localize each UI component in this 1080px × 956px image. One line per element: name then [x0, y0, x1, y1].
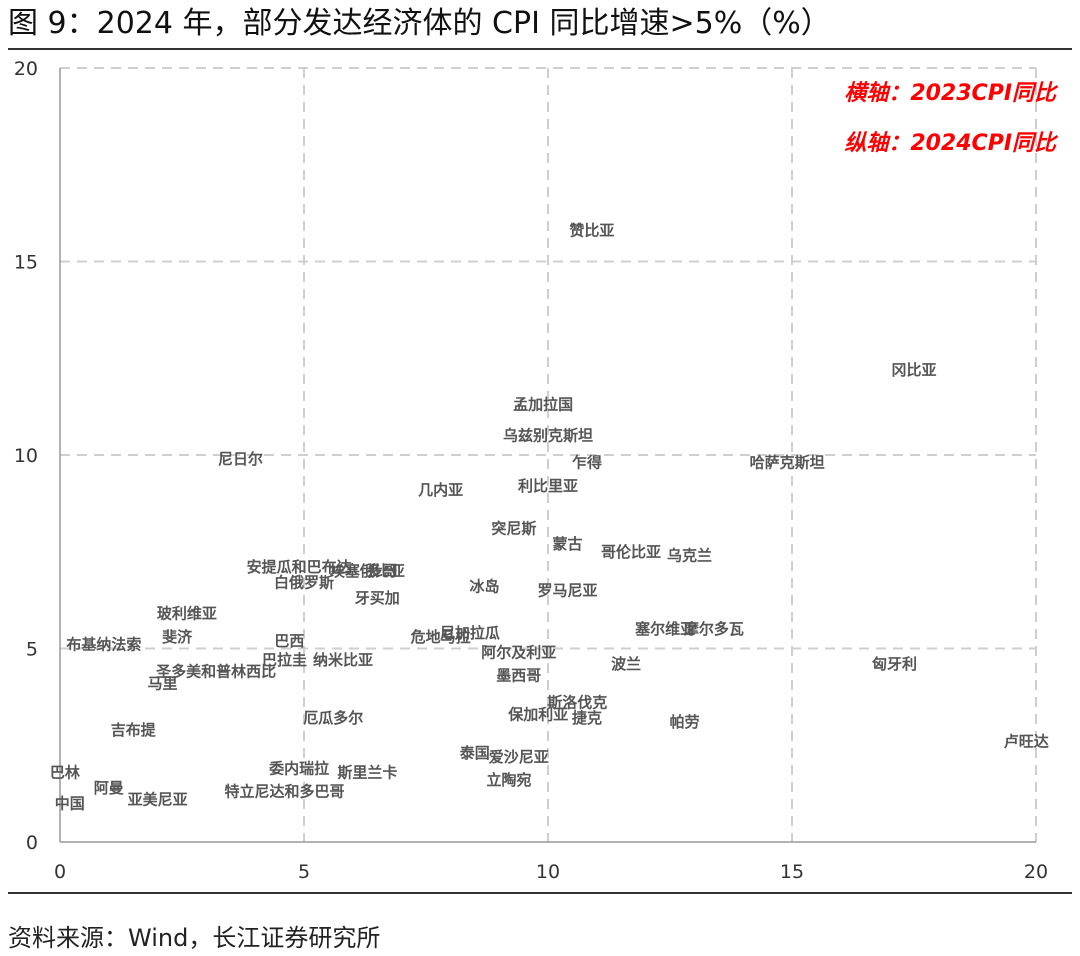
point-label: 尼日尔: [218, 450, 263, 468]
point-label: 阿曼: [94, 779, 124, 797]
point-label: 泰国: [459, 744, 490, 762]
point-label: 委内瑞拉: [269, 759, 329, 777]
point-label: 罗马尼亚: [538, 581, 598, 599]
point-label: 冰岛: [470, 578, 500, 596]
point-label: 巴西: [274, 632, 304, 650]
point-label: 斯洛伐克: [547, 694, 607, 712]
y-tick-label: 15: [14, 252, 38, 274]
figure-source: 资料来源：Wind，长江证券研究所: [8, 924, 381, 952]
point-label: 哥伦比亚: [601, 543, 661, 561]
point-label: 尼加拉瓜: [440, 624, 500, 642]
point-label: 墨西哥: [496, 667, 541, 685]
point-label: 突尼斯: [491, 520, 536, 538]
point-label: 巴拉圭: [262, 651, 307, 669]
point-label: 匈牙利: [872, 655, 917, 673]
point-label: 危地马拉: [411, 628, 471, 646]
point-label: 巴林: [50, 763, 81, 781]
point-label: 冈比亚: [891, 361, 936, 379]
point-label: 阿尔及利亚: [481, 643, 556, 661]
point-label: 保加利亚: [507, 705, 568, 723]
point-label: 利比里亚: [518, 477, 578, 495]
point-label: 卢旺达: [1004, 732, 1049, 750]
point-label: 赞比亚: [568, 222, 614, 240]
point-label: 埃塞俄比亚: [330, 562, 405, 580]
figure-title: 图 9：2024 年，部分发达经济体的 CPI 同比增速>5%（%）: [8, 6, 831, 41]
point-label: 蒙古: [553, 535, 583, 553]
point-label: 布基纳法索: [66, 636, 141, 654]
tick-labels: 0 5 10 15 20 0 5 10 15 20: [14, 58, 1048, 883]
x-tick-label: 0: [54, 861, 66, 883]
point-label: 乌克兰: [667, 547, 712, 565]
point-label: 圣多美和普林西比: [155, 663, 276, 681]
axes: [59, 68, 1036, 843]
point-label: 斯里兰卡: [337, 763, 397, 781]
point-label: 安提瓜和巴布达: [247, 558, 352, 576]
point-label: 纳米比亚: [313, 651, 373, 669]
point-label: 中国: [55, 794, 85, 812]
point-label: 多哥: [367, 562, 397, 580]
point-label: 特立尼达和多巴哥: [224, 783, 344, 801]
point-label: 乌兹别克斯坦: [503, 427, 593, 445]
point-label: 爱沙尼亚: [489, 748, 549, 766]
point-label: 斐济: [162, 628, 193, 646]
point-label: 波兰: [611, 655, 641, 673]
point-label: 几内亚: [418, 481, 463, 499]
y-tick-label: 20: [14, 58, 38, 80]
point-label: 马里: [147, 674, 177, 692]
axis-annotation: 横轴：2023CPI同比: [844, 81, 1059, 106]
point-label: 捷克: [572, 709, 602, 727]
point-label: 吉布提: [111, 721, 157, 739]
point-label: 白俄罗斯: [274, 574, 334, 592]
grid-lines: [60, 67, 1037, 842]
point-label: 立陶宛: [486, 771, 531, 789]
point-label: 孟加拉国: [513, 396, 573, 414]
y-tick-label: 10: [14, 445, 38, 467]
point-label: 牙买加: [355, 589, 400, 607]
x-tick-label: 5: [298, 861, 310, 883]
y-tick-label: 5: [26, 639, 38, 661]
point-label: 摩尔多瓦: [684, 620, 744, 638]
x-tick-label: 10: [536, 861, 560, 883]
point-label: 厄瓜多尔: [303, 709, 363, 727]
point-label: 玻利维亚: [157, 605, 217, 623]
point-label: 亚美尼亚: [128, 790, 188, 808]
title-rule: [8, 48, 1072, 50]
point-label: 帕劳: [670, 713, 700, 731]
point-label: 哈萨克斯坦: [750, 454, 825, 472]
axis-annotation: 纵轴：2024CPI同比: [844, 131, 1059, 156]
x-tick-label: 20: [1024, 861, 1048, 883]
point-label: 塞尔维亚: [635, 620, 695, 638]
source-rule: [8, 892, 1072, 894]
point-label: 乍得: [572, 454, 602, 472]
x-tick-label: 15: [780, 861, 804, 883]
y-tick-label: 0: [26, 832, 38, 854]
